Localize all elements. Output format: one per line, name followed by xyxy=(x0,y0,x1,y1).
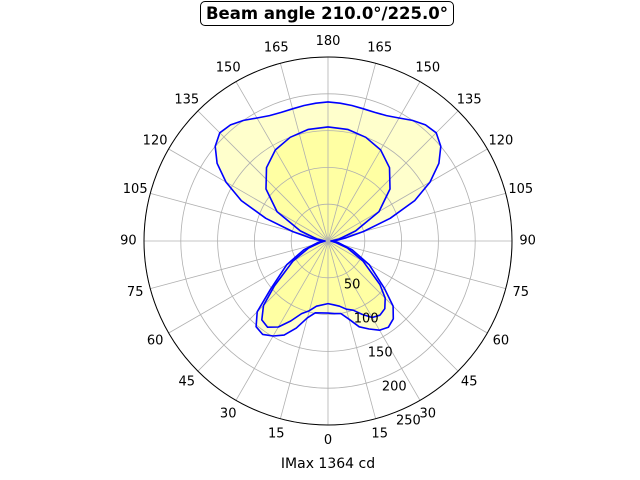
radial-tick-label: 250 xyxy=(396,414,421,429)
radial-gridline xyxy=(180,93,476,389)
angle-tick-label: 165 xyxy=(264,41,289,56)
angle-tick-label: 180 xyxy=(316,34,341,49)
angle-gridline xyxy=(327,240,376,419)
radial-tick-label: 100 xyxy=(354,312,379,327)
angle-gridline xyxy=(327,81,421,242)
angle-tick-label: 150 xyxy=(415,61,440,76)
angle-gridline xyxy=(327,148,488,242)
angle-tick-label: 135 xyxy=(174,92,199,107)
chart-title: Beam angle 210.0°/225.0° xyxy=(200,1,454,26)
angle-tick-label: 15 xyxy=(268,426,285,441)
series-line-2 xyxy=(260,126,391,329)
angle-gridline xyxy=(235,240,329,401)
angle-tick-label: 75 xyxy=(513,285,530,300)
angle-tick-label: 45 xyxy=(179,375,196,390)
angle-tick-label: 90 xyxy=(519,234,536,249)
angle-gridline xyxy=(150,240,329,289)
radial-tick-label: 150 xyxy=(368,346,393,361)
angle-gridline xyxy=(168,148,329,242)
angle-tick-label: 105 xyxy=(123,182,148,197)
angle-gridline xyxy=(327,240,488,334)
angle-gridline xyxy=(280,63,329,242)
radial-gridline xyxy=(217,130,439,352)
angle-tick-label: 120 xyxy=(488,134,513,149)
angle-tick-label: 135 xyxy=(457,92,482,107)
angle-gridline xyxy=(168,240,329,334)
series-area-2 xyxy=(261,126,390,328)
angle-tick-label: 0 xyxy=(324,433,332,448)
polar-frame xyxy=(143,56,513,426)
angle-gridline xyxy=(327,240,506,289)
angle-tick-label: 30 xyxy=(220,406,237,421)
angle-tick-label: 90 xyxy=(120,234,137,249)
angle-tick-label: 75 xyxy=(127,285,144,300)
angle-gridline xyxy=(235,81,329,242)
radial-tick-label: 200 xyxy=(382,380,407,395)
x-axis-label: IMax 1364 cd xyxy=(280,456,376,472)
angle-tick-label: 45 xyxy=(461,375,478,390)
radial-gridline xyxy=(253,166,402,315)
angle-gridline xyxy=(327,63,376,242)
angle-tick-label: 15 xyxy=(371,426,388,441)
series-line-1 xyxy=(214,101,442,337)
radial-tick-label: 50 xyxy=(344,278,361,293)
angle-tick-label: 150 xyxy=(216,61,241,76)
angle-tick-label: 120 xyxy=(143,134,168,149)
angle-gridline xyxy=(280,240,329,419)
angle-tick-label: 165 xyxy=(367,41,392,56)
angle-tick-label: 60 xyxy=(147,333,164,348)
angle-tick-label: 60 xyxy=(493,333,510,348)
angle-tick-label: 105 xyxy=(508,182,533,197)
radial-gridline xyxy=(290,203,366,279)
angle-gridline xyxy=(327,240,421,401)
angle-tick-label: 30 xyxy=(420,406,437,421)
